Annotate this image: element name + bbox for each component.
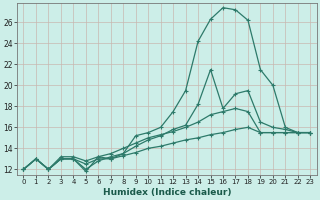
X-axis label: Humidex (Indice chaleur): Humidex (Indice chaleur) (103, 188, 231, 197)
